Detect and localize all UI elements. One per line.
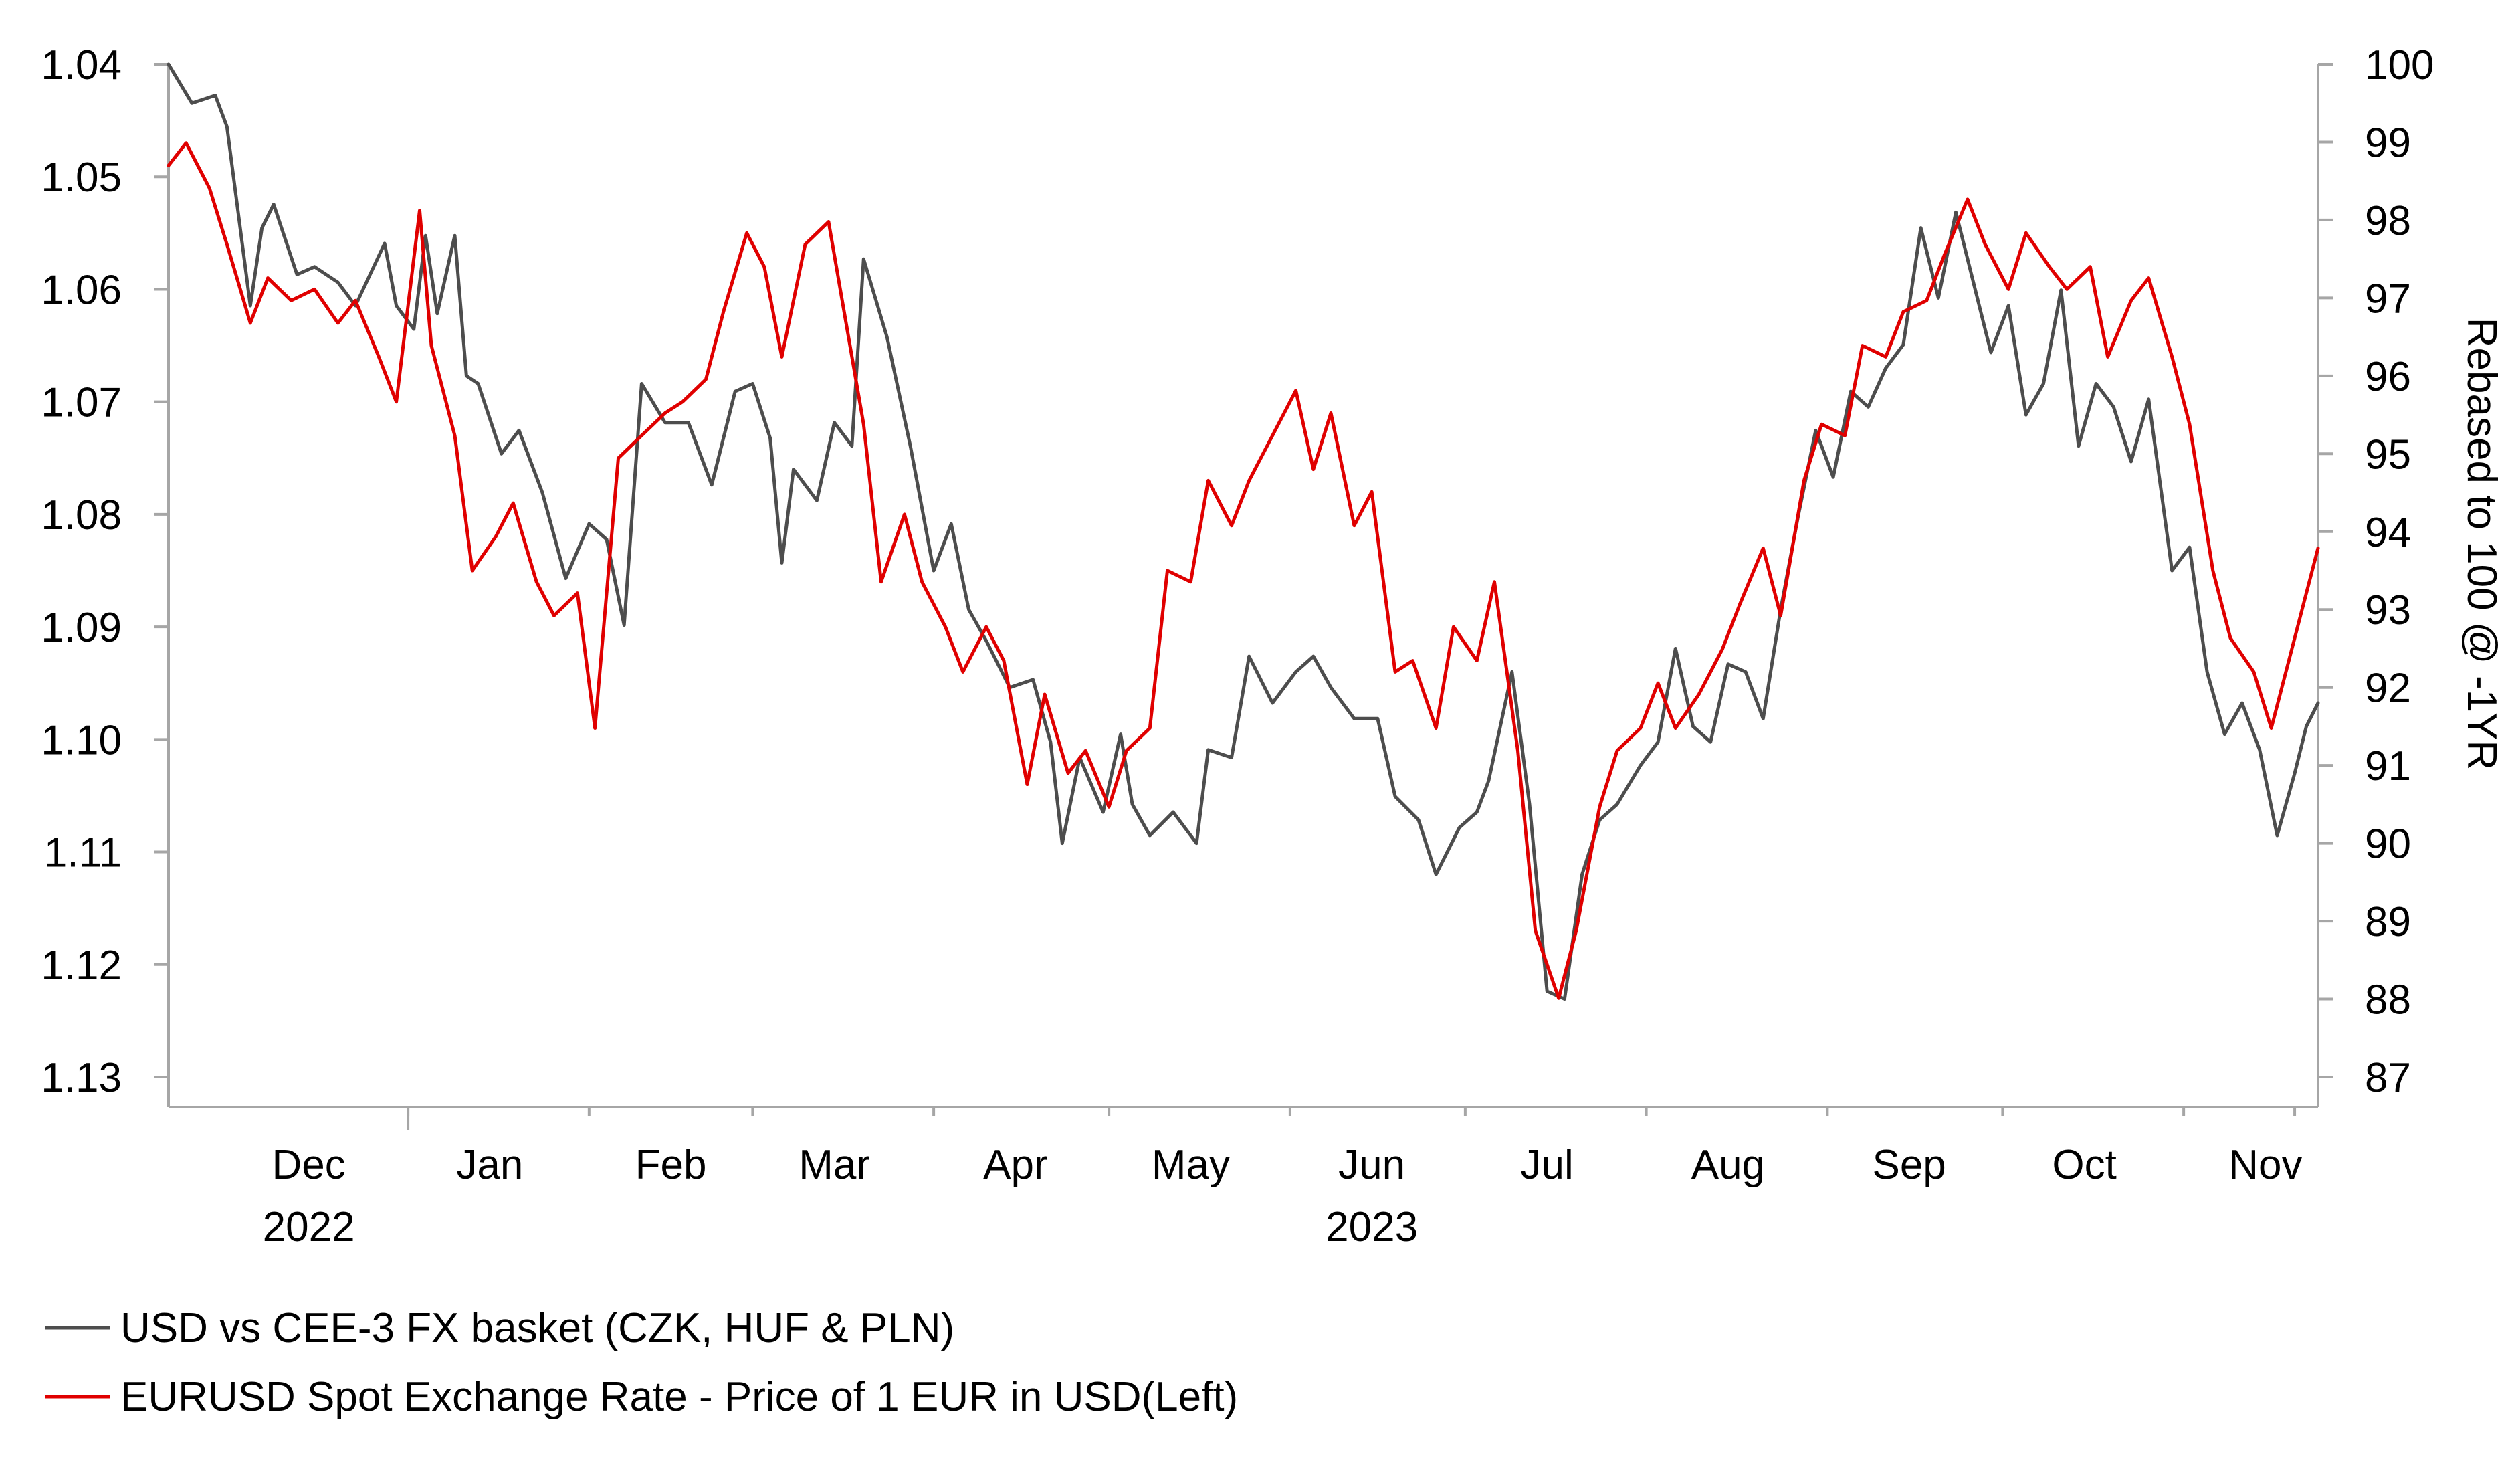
legend-label: EURUSD Spot Exchange Rate - Price of 1 E…	[120, 1374, 1238, 1420]
left-tick-label: 1.04	[41, 42, 122, 88]
x-tick-label: Feb	[635, 1142, 707, 1188]
right-tick-label: 93	[2365, 587, 2411, 633]
right-tick-label: 99	[2365, 120, 2411, 166]
right-tick-label: 88	[2365, 977, 2411, 1023]
x-tick-label: Aug	[1691, 1142, 1765, 1188]
left-tick-label: 1.13	[41, 1055, 122, 1101]
left-tick-label: 1.10	[41, 717, 122, 763]
axes-group: 1.04 1.05 1.06 1.07 1.08 1.09 1.10 1.11 1.12 1.13…	[41, 42, 2505, 1250]
right-tick-label: 91	[2365, 743, 2411, 789]
x-tick-label: Apr	[983, 1142, 1047, 1188]
right-tick-label: 92	[2365, 666, 2411, 712]
right-tick-label: 100	[2365, 42, 2434, 88]
left-tick-label: 1.11	[44, 830, 122, 876]
right-tick-label: 90	[2365, 821, 2411, 868]
right-tick-label: 94	[2365, 510, 2411, 556]
right-tick-label: 87	[2365, 1055, 2411, 1101]
series-line-eurusd	[167, 141, 2320, 1000]
left-tick-label: 1.07	[41, 380, 122, 426]
x-tick-label: Jan	[456, 1142, 523, 1188]
left-tick-label: 1.09	[41, 605, 122, 651]
legend: USD vs CEE-3 FX basket (CZK, HUF & PLN) E…	[45, 1305, 1238, 1420]
left-tick-label: 1.05	[41, 155, 122, 201]
x-tick-label: Jun	[1338, 1142, 1405, 1188]
right-tick-label: 97	[2365, 276, 2411, 322]
x-tick-label: Sep	[1872, 1142, 1946, 1188]
x-tick-label: Jul	[1521, 1142, 1574, 1188]
left-tick-label: 1.06	[41, 267, 122, 313]
right-axis-title: Rebased to 100 @ -1YR	[2458, 318, 2505, 770]
x-tick-label: Nov	[2228, 1142, 2302, 1188]
x-year-label: 2022	[263, 1204, 355, 1250]
x-year-label: 2023	[1326, 1204, 1418, 1250]
legend-label: USD vs CEE-3 FX basket (CZK, HUF & PLN)	[120, 1305, 954, 1351]
right-tick-label: 95	[2365, 431, 2411, 478]
x-tick-label: Dec	[272, 1142, 345, 1188]
right-tick-label: 96	[2365, 354, 2411, 400]
x-tick-label: Mar	[799, 1142, 870, 1188]
series-group	[167, 62, 2320, 1001]
right-tick-label: 89	[2365, 899, 2411, 945]
left-tick-label: 1.08	[41, 492, 122, 538]
x-tick-label: May	[1152, 1142, 1230, 1188]
left-tick-label: 1.12	[41, 943, 122, 989]
right-tick-label: 98	[2365, 198, 2411, 244]
series-line-cee3-basket	[167, 62, 2320, 1001]
x-tick-label: Oct	[2052, 1142, 2116, 1188]
